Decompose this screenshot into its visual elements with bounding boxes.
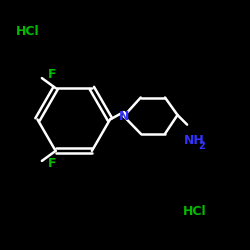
Text: HCl: HCl <box>16 25 39 38</box>
Text: HCl: HCl <box>183 205 207 218</box>
Text: F: F <box>48 157 57 170</box>
Text: NH: NH <box>184 134 204 146</box>
Text: 2: 2 <box>198 141 205 151</box>
Text: F: F <box>48 68 57 82</box>
Text: N: N <box>118 110 129 123</box>
